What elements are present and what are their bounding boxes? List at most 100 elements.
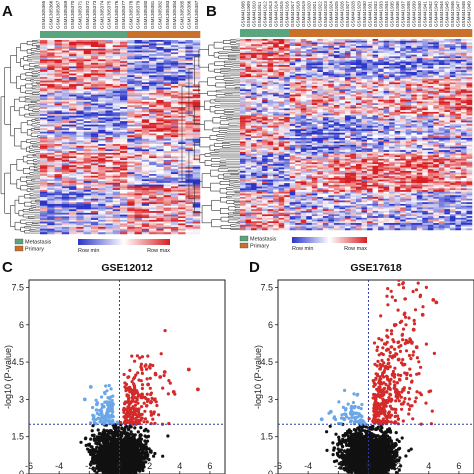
heatmap-cell: [350, 124, 357, 127]
heatmap-cell: [149, 114, 157, 117]
heatmap-cell: [256, 101, 263, 104]
heatmap-cell: [163, 114, 172, 117]
heatmap-cell: [98, 216, 106, 219]
heatmap-cell: [40, 66, 48, 69]
heatmap-cell: [61, 124, 70, 127]
heatmap-cell: [311, 51, 318, 54]
heatmap-cell: [170, 121, 179, 124]
heatmap-cell: [333, 124, 340, 127]
heatmap-cell: [278, 129, 285, 132]
heatmap-cell: [289, 98, 296, 101]
heatmap-cell: [240, 84, 246, 87]
heatmap-cell: [163, 59, 172, 62]
heatmap-cell: [350, 42, 357, 45]
heatmap-cell: [83, 59, 92, 62]
heatmap-cell: [134, 121, 143, 124]
heatmap-cell: [47, 77, 55, 80]
heatmap-cell: [76, 82, 84, 85]
heatmap-cell: [40, 92, 48, 95]
heatmap-cell: [333, 92, 340, 95]
group-cell: [192, 31, 201, 38]
heatmap-cell: [400, 98, 406, 101]
heatmap-cell: [372, 113, 379, 116]
heatmap-cell: [344, 65, 351, 68]
heatmap-cell: [378, 125, 384, 128]
heatmap-cell: [361, 113, 368, 116]
heatmap-cell: [120, 181, 128, 184]
heatmap-cell: [367, 132, 373, 135]
heatmap-cell: [416, 131, 423, 134]
heatmap-cell: [356, 118, 362, 121]
heatmap-cell: [361, 49, 368, 52]
heatmap-cell: [156, 165, 164, 168]
heatmap-cell: [120, 98, 128, 101]
heatmap-cell: [120, 175, 128, 178]
heatmap-cell: [361, 82, 368, 85]
heatmap-cell: [300, 49, 307, 52]
heatmap-cell: [289, 137, 296, 140]
heatmap-cell: [378, 77, 384, 80]
heatmap-cell: [317, 137, 324, 140]
sample-label: GSM441918: [296, 1, 301, 27]
heatmap-cell: [156, 182, 164, 185]
heatmap-cell: [47, 75, 55, 78]
heatmap-cell: [112, 61, 121, 64]
heatmap-cell: [185, 52, 193, 55]
heatmap-cell: [251, 52, 257, 55]
heatmap-cell: [76, 147, 84, 150]
heatmap-cell: [40, 137, 48, 140]
heatmap-cell: [262, 129, 268, 132]
heatmap-cell: [251, 78, 257, 81]
heatmap-cell: [256, 92, 263, 95]
heatmap-cell: [411, 99, 418, 102]
heatmap-cell: [245, 117, 252, 120]
heatmap-cell: [54, 158, 63, 161]
heatmap-cell: [284, 78, 290, 81]
heatmap-cell: [185, 142, 193, 145]
heatmap-cell: [61, 140, 70, 143]
heatmap-cell: [367, 45, 373, 48]
heatmap-cell: [40, 149, 48, 152]
heatmap-cell: [322, 125, 329, 128]
heatmap-cell: [120, 135, 128, 138]
heatmap-cell: [389, 63, 395, 66]
heatmap-cell: [322, 77, 329, 80]
heatmap-cell: [251, 131, 257, 134]
heatmap-cell: [284, 87, 290, 90]
heatmap-cell: [295, 113, 302, 116]
heatmap-cell: [127, 175, 135, 178]
heatmap-cell: [311, 78, 318, 81]
heatmap-cell: [317, 44, 324, 47]
heatmap-cell: [262, 118, 268, 121]
heatmap-cell: [47, 135, 55, 138]
heatmap-cell: [149, 205, 157, 208]
heatmap-cell: [317, 99, 324, 102]
heatmap-cell: [460, 73, 467, 76]
heatmap-cell: [311, 115, 318, 118]
heatmap-cell: [76, 61, 84, 64]
heatmap-cell: [149, 228, 157, 231]
heatmap-cell: [156, 161, 164, 164]
heatmap-cell: [317, 117, 324, 120]
heatmap-cell: [444, 84, 451, 87]
heatmap-cell: [367, 87, 373, 90]
heatmap-cell: [416, 49, 423, 52]
heatmap-cell: [40, 112, 48, 115]
heatmap-cell: [383, 87, 390, 90]
heatmap-cell: [411, 120, 418, 123]
heatmap-cell: [466, 82, 473, 85]
heatmap-cell: [141, 128, 150, 131]
heatmap-cell: [112, 226, 121, 229]
heatmap-cell: [438, 115, 445, 118]
heatmap-cell: [90, 101, 99, 104]
heatmap-cell: [317, 80, 324, 83]
heatmap-cell: [61, 107, 70, 110]
heatmap-cell: [105, 204, 113, 207]
heatmap-cell: [141, 182, 150, 185]
heatmap-cell: [372, 101, 379, 104]
heatmap-cell: [356, 75, 362, 78]
heatmap-cell: [273, 82, 279, 85]
heatmap-cell: [344, 127, 351, 130]
heatmap-cell: [163, 107, 172, 110]
heatmap-cell: [389, 78, 395, 81]
